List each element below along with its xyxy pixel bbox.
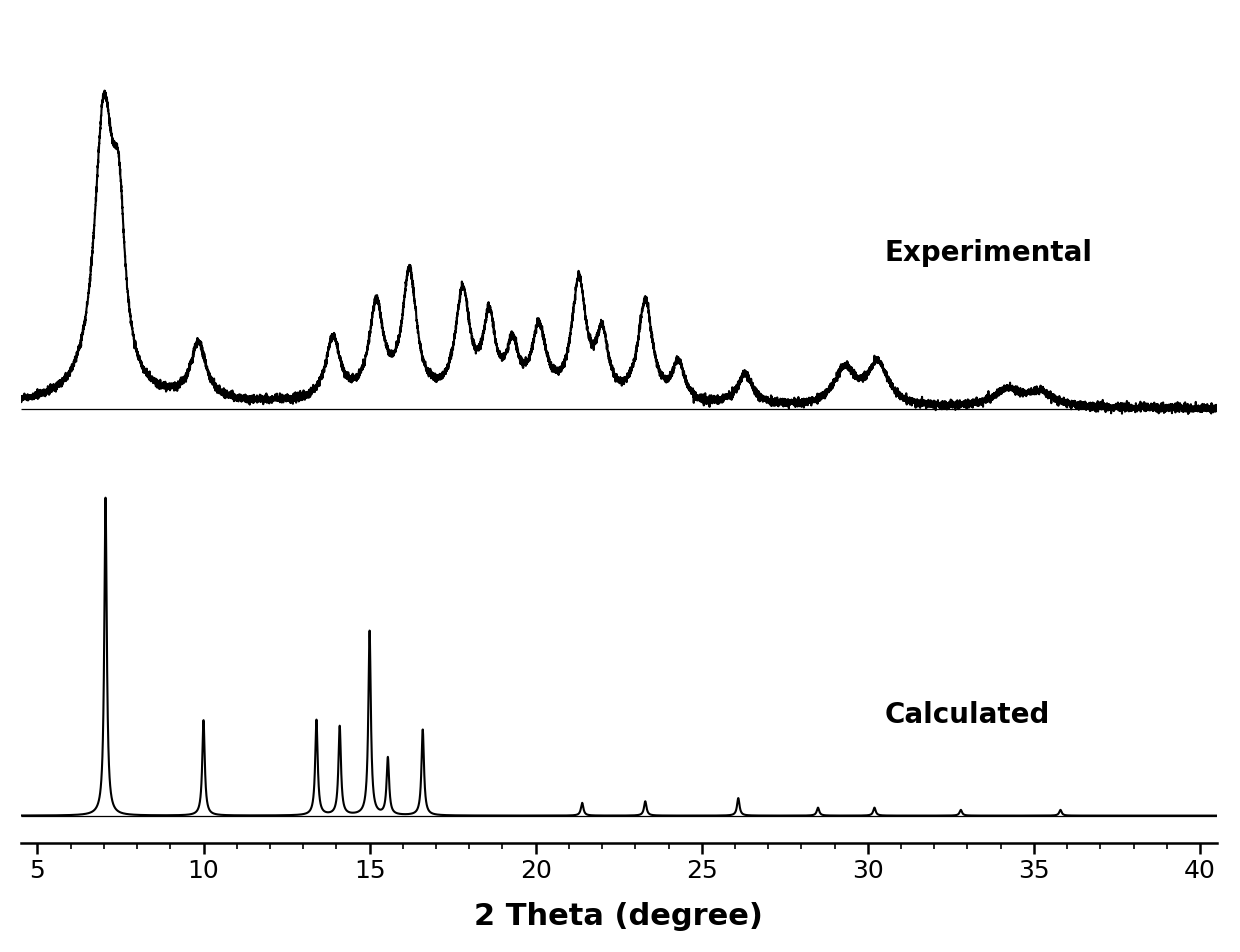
Text: Experimental: Experimental [884,240,1092,268]
Text: Calculated: Calculated [884,701,1050,729]
X-axis label: 2 Theta (degree): 2 Theta (degree) [474,902,763,931]
